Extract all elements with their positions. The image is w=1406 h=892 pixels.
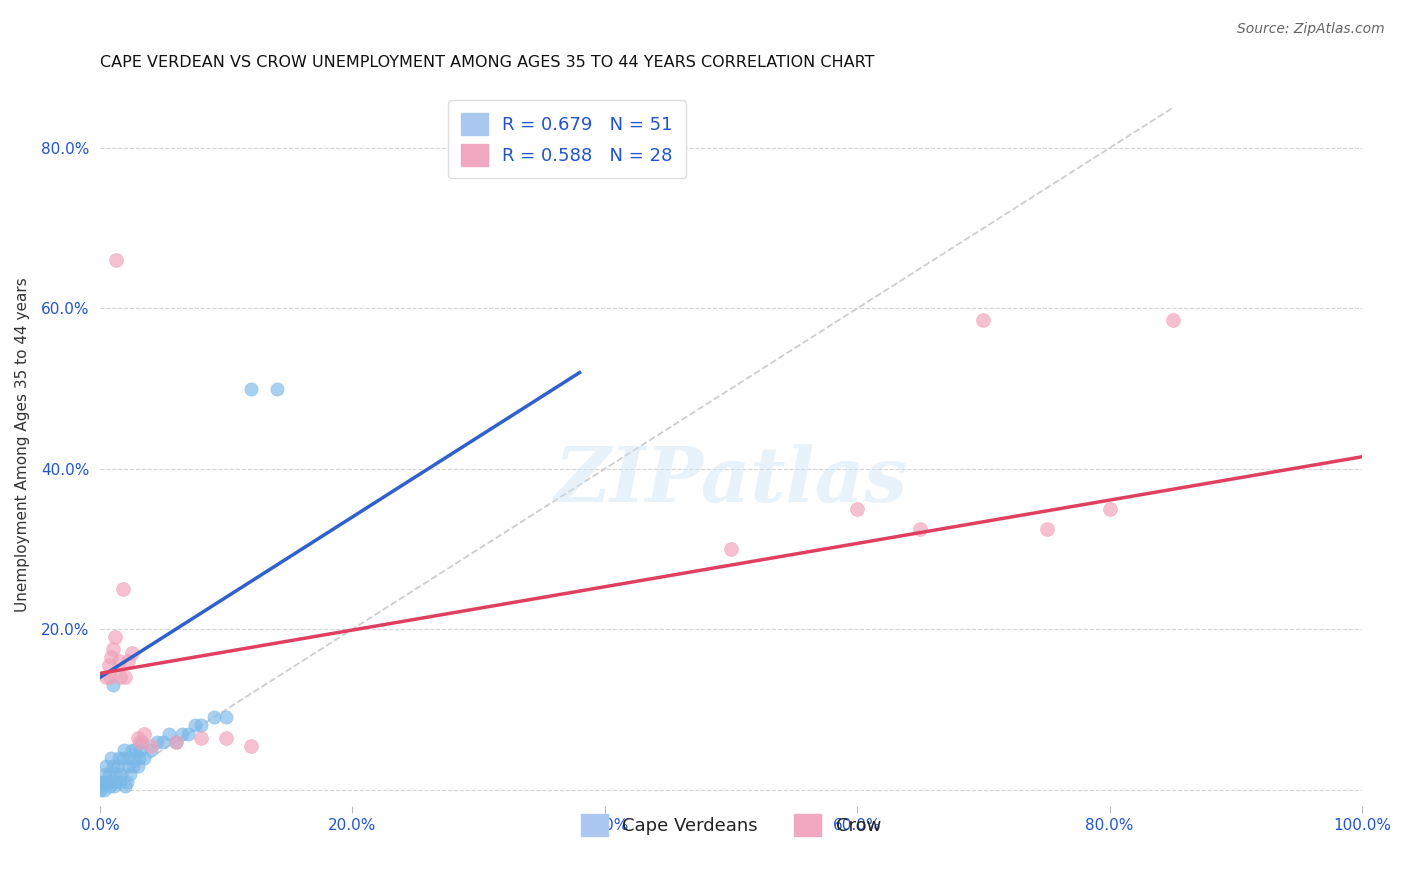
Point bbox=[91, 774, 114, 789]
Point bbox=[110, 774, 132, 789]
Point bbox=[134, 750, 156, 764]
Point bbox=[129, 734, 152, 748]
Point bbox=[117, 758, 139, 772]
Point bbox=[121, 742, 143, 756]
Text: Source: ZipAtlas.com: Source: ZipAtlas.com bbox=[1237, 22, 1385, 37]
Point bbox=[112, 742, 135, 756]
Point bbox=[146, 734, 169, 748]
Point bbox=[115, 774, 138, 789]
Point bbox=[139, 739, 162, 753]
Point bbox=[139, 742, 162, 756]
Point bbox=[121, 646, 143, 660]
Point bbox=[97, 774, 120, 789]
Point bbox=[215, 710, 238, 724]
Point bbox=[165, 734, 187, 748]
Point bbox=[134, 726, 156, 740]
Point bbox=[90, 779, 112, 793]
Point bbox=[972, 313, 994, 327]
Point bbox=[107, 758, 129, 772]
Point bbox=[122, 750, 145, 764]
Point bbox=[190, 731, 212, 745]
Point bbox=[720, 542, 742, 557]
Point bbox=[108, 750, 131, 764]
Point bbox=[159, 726, 181, 740]
Point bbox=[105, 766, 128, 780]
Point bbox=[240, 739, 263, 753]
Point bbox=[124, 742, 146, 756]
Point bbox=[120, 766, 142, 780]
Point bbox=[97, 766, 120, 780]
Point bbox=[89, 782, 111, 797]
Point bbox=[266, 382, 288, 396]
Point bbox=[118, 750, 141, 764]
Point bbox=[127, 758, 149, 772]
Point bbox=[128, 750, 150, 764]
Point bbox=[131, 734, 153, 748]
Point bbox=[96, 758, 118, 772]
Point bbox=[104, 774, 127, 789]
Point bbox=[105, 253, 128, 268]
Y-axis label: Unemployment Among Ages 35 to 44 years: Unemployment Among Ages 35 to 44 years bbox=[15, 277, 30, 612]
Point bbox=[114, 779, 136, 793]
Point bbox=[110, 766, 132, 780]
Point bbox=[1161, 313, 1184, 327]
Point bbox=[98, 779, 121, 793]
Legend: Cape Verdeans, Crow: Cape Verdeans, Crow bbox=[574, 807, 889, 844]
Point bbox=[215, 731, 238, 745]
Point bbox=[101, 642, 124, 657]
Point bbox=[108, 654, 131, 668]
Point bbox=[114, 670, 136, 684]
Point bbox=[183, 718, 205, 732]
Point bbox=[202, 710, 225, 724]
Point bbox=[111, 750, 134, 764]
Point bbox=[100, 750, 122, 764]
Point bbox=[121, 758, 143, 772]
Point bbox=[89, 774, 111, 789]
Point bbox=[100, 650, 122, 665]
Point bbox=[104, 630, 127, 644]
Point bbox=[93, 782, 115, 797]
Text: CAPE VERDEAN VS CROW UNEMPLOYMENT AMONG AGES 35 TO 44 YEARS CORRELATION CHART: CAPE VERDEAN VS CROW UNEMPLOYMENT AMONG … bbox=[100, 55, 875, 70]
Point bbox=[101, 758, 124, 772]
Text: ZIPatlas: ZIPatlas bbox=[554, 444, 908, 518]
Point bbox=[98, 670, 121, 684]
Point bbox=[170, 726, 193, 740]
Point bbox=[177, 726, 200, 740]
Point bbox=[96, 670, 118, 684]
Point bbox=[117, 654, 139, 668]
Point bbox=[1098, 502, 1121, 516]
Point bbox=[127, 731, 149, 745]
Point bbox=[1035, 522, 1057, 536]
Point bbox=[240, 382, 263, 396]
Point bbox=[129, 742, 152, 756]
Point bbox=[97, 658, 120, 673]
Point bbox=[103, 779, 125, 793]
Point bbox=[111, 582, 134, 596]
Point bbox=[910, 522, 932, 536]
Point bbox=[152, 734, 174, 748]
Point bbox=[190, 718, 212, 732]
Point bbox=[165, 734, 187, 748]
Point bbox=[94, 766, 117, 780]
Point bbox=[846, 502, 869, 516]
Point bbox=[110, 670, 132, 684]
Point bbox=[101, 678, 124, 692]
